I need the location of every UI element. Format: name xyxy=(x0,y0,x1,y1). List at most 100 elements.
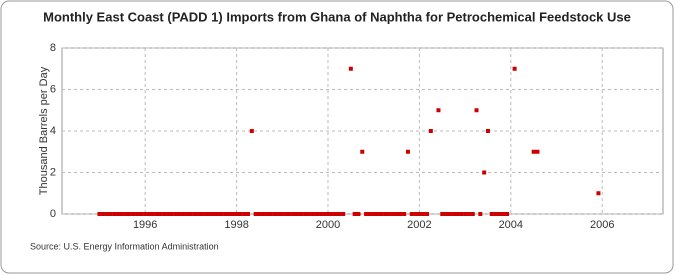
point xyxy=(162,212,167,216)
point xyxy=(333,212,338,216)
point xyxy=(497,212,502,216)
point xyxy=(356,212,361,216)
point xyxy=(360,149,365,154)
point xyxy=(485,129,490,133)
point xyxy=(173,212,178,216)
point xyxy=(463,212,468,216)
point xyxy=(398,212,403,216)
point xyxy=(337,212,342,216)
point xyxy=(493,212,498,216)
point xyxy=(268,212,273,216)
point xyxy=(105,212,110,216)
point xyxy=(146,212,151,216)
y-tick-label: 2 xyxy=(50,166,56,178)
point xyxy=(505,212,510,216)
point xyxy=(246,212,251,216)
y-tick-label: 6 xyxy=(50,83,56,95)
point xyxy=(169,212,174,216)
point xyxy=(421,212,426,216)
point xyxy=(291,212,296,216)
point xyxy=(447,212,452,216)
point xyxy=(253,212,258,216)
point xyxy=(143,212,148,216)
point xyxy=(242,212,247,216)
point xyxy=(371,212,376,216)
point xyxy=(310,212,315,216)
point xyxy=(352,212,357,216)
x-tick-label: 2000 xyxy=(316,219,340,231)
point xyxy=(364,212,369,216)
point xyxy=(295,212,300,216)
point xyxy=(478,212,483,216)
point xyxy=(394,212,399,216)
point xyxy=(501,212,506,216)
point xyxy=(299,212,304,216)
point xyxy=(325,212,330,216)
point xyxy=(261,212,266,216)
source-note: Source: U.S. Energy Information Administ… xyxy=(30,241,219,251)
point xyxy=(200,212,205,216)
point xyxy=(272,212,277,216)
point xyxy=(428,129,433,133)
point xyxy=(204,212,209,216)
point xyxy=(466,212,471,216)
point xyxy=(413,212,418,216)
point xyxy=(112,212,117,216)
point xyxy=(379,212,384,216)
point xyxy=(405,149,410,154)
point xyxy=(409,212,414,216)
point xyxy=(116,212,121,216)
point xyxy=(158,212,163,216)
point xyxy=(257,212,262,216)
point xyxy=(188,212,193,216)
point xyxy=(97,212,102,216)
point xyxy=(196,212,201,216)
point xyxy=(249,129,254,133)
point xyxy=(280,212,285,216)
point xyxy=(436,108,441,113)
point xyxy=(451,212,456,216)
point xyxy=(390,212,395,216)
point xyxy=(459,212,464,216)
x-tick-label: 2002 xyxy=(407,219,431,231)
point xyxy=(150,212,155,216)
point xyxy=(470,212,475,216)
point xyxy=(531,149,536,154)
point xyxy=(512,66,517,71)
point xyxy=(348,66,353,71)
y-axis-label: Thousand Barrels per Day xyxy=(38,66,50,195)
point xyxy=(341,212,346,216)
point xyxy=(425,212,430,216)
point xyxy=(108,212,113,216)
point xyxy=(444,212,449,216)
point xyxy=(234,212,239,216)
point xyxy=(303,212,308,216)
point xyxy=(230,212,235,216)
point xyxy=(367,212,372,216)
point xyxy=(284,212,289,216)
point xyxy=(135,212,140,216)
point xyxy=(124,212,129,216)
point xyxy=(322,212,327,216)
point xyxy=(306,212,311,216)
point xyxy=(185,212,190,216)
point xyxy=(177,212,182,216)
point xyxy=(455,212,460,216)
point xyxy=(238,212,243,216)
point xyxy=(386,212,391,216)
point xyxy=(131,212,136,216)
x-tick-label: 1998 xyxy=(224,219,248,231)
chart-title: Monthly East Coast (PADD 1) Imports from… xyxy=(43,9,631,24)
point xyxy=(207,212,212,216)
point xyxy=(440,212,445,216)
point xyxy=(181,212,186,216)
y-tick-label: 4 xyxy=(50,125,56,137)
point xyxy=(383,212,388,216)
point xyxy=(375,212,380,216)
point xyxy=(166,212,171,216)
point xyxy=(215,212,220,216)
point xyxy=(219,212,224,216)
x-tick-label: 2006 xyxy=(590,219,614,231)
